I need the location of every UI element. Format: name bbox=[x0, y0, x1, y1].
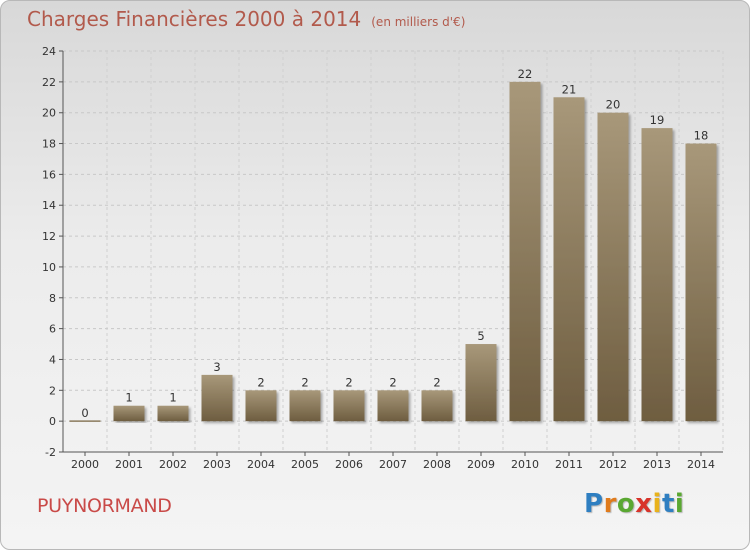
data-label: 19 bbox=[650, 113, 665, 127]
y-tick-label: -2 bbox=[45, 446, 56, 459]
logo-letter: r bbox=[603, 489, 617, 519]
x-tick-label: 2010 bbox=[511, 458, 539, 471]
y-tick-label: 4 bbox=[49, 353, 56, 366]
data-label: 0 bbox=[81, 406, 88, 420]
data-label: 20 bbox=[606, 98, 621, 112]
y-tick-label: 22 bbox=[42, 76, 56, 89]
bar bbox=[421, 390, 453, 422]
x-tick-label: 2004 bbox=[247, 458, 275, 471]
bar bbox=[245, 390, 277, 422]
data-label: 2 bbox=[257, 375, 264, 389]
unit-label: (en milliers d'€) bbox=[371, 15, 466, 29]
x-tick-label: 2002 bbox=[159, 458, 187, 471]
y-tick-label: 2 bbox=[49, 384, 56, 397]
y-tick-label: 10 bbox=[42, 261, 56, 274]
title-text: Charges Financières 2000 à 2014 bbox=[27, 7, 362, 31]
bar bbox=[289, 390, 321, 422]
y-tick-label: 12 bbox=[42, 230, 56, 243]
data-label: 1 bbox=[125, 391, 132, 405]
bar bbox=[113, 405, 145, 422]
x-tick-label: 2007 bbox=[379, 458, 407, 471]
bar bbox=[597, 112, 629, 422]
logo-letter: i bbox=[674, 489, 685, 519]
data-label: 2 bbox=[433, 375, 440, 389]
bar bbox=[641, 128, 673, 422]
data-label: 5 bbox=[477, 329, 484, 343]
data-label: 18 bbox=[694, 129, 709, 143]
data-label: 2 bbox=[345, 375, 352, 389]
data-label: 1 bbox=[169, 391, 176, 405]
bar bbox=[201, 374, 233, 422]
logo-letter: o bbox=[616, 489, 636, 519]
y-tick-label: 16 bbox=[42, 168, 56, 181]
chart-title: Charges Financières 2000 à 2014 (en milli… bbox=[27, 7, 465, 31]
bar bbox=[553, 97, 585, 422]
commune-name: PUYNORMAND bbox=[37, 495, 172, 517]
proxiti-logo: Proxiti bbox=[584, 489, 684, 519]
data-label: 2 bbox=[301, 375, 308, 389]
y-tick-label: 6 bbox=[49, 323, 56, 336]
logo-letter: i bbox=[652, 489, 662, 519]
x-tick-label: 2012 bbox=[599, 458, 627, 471]
x-tick-label: 2006 bbox=[335, 458, 363, 471]
data-label: 2 bbox=[389, 375, 396, 389]
logo-letter: t bbox=[661, 489, 675, 519]
bar bbox=[685, 143, 717, 422]
bar bbox=[377, 390, 409, 422]
x-tick-label: 2000 bbox=[71, 458, 99, 471]
data-label: 21 bbox=[562, 82, 577, 96]
y-tick-label: 24 bbox=[42, 45, 56, 58]
x-tick-label: 2001 bbox=[115, 458, 143, 471]
data-label: 3 bbox=[213, 360, 220, 374]
x-tick-label: 2011 bbox=[555, 458, 583, 471]
data-label: 22 bbox=[518, 67, 533, 81]
y-tick-label: 8 bbox=[49, 292, 56, 305]
bar bbox=[465, 344, 497, 422]
logo-letter: x bbox=[635, 489, 653, 519]
y-tick-label: 20 bbox=[42, 107, 56, 120]
bar bbox=[157, 405, 189, 422]
x-tick-label: 2009 bbox=[467, 458, 495, 471]
x-tick-label: 2013 bbox=[643, 458, 671, 471]
bar bbox=[333, 390, 365, 422]
y-tick-label: 0 bbox=[49, 415, 56, 428]
x-tick-label: 2005 bbox=[291, 458, 319, 471]
y-tick-label: 18 bbox=[42, 138, 56, 151]
x-tick-label: 2008 bbox=[423, 458, 451, 471]
x-tick-label: 2003 bbox=[203, 458, 231, 471]
bar bbox=[509, 81, 541, 422]
x-tick-label: 2014 bbox=[687, 458, 715, 471]
y-tick-label: 14 bbox=[42, 199, 56, 212]
logo-letter: P bbox=[584, 489, 604, 519]
